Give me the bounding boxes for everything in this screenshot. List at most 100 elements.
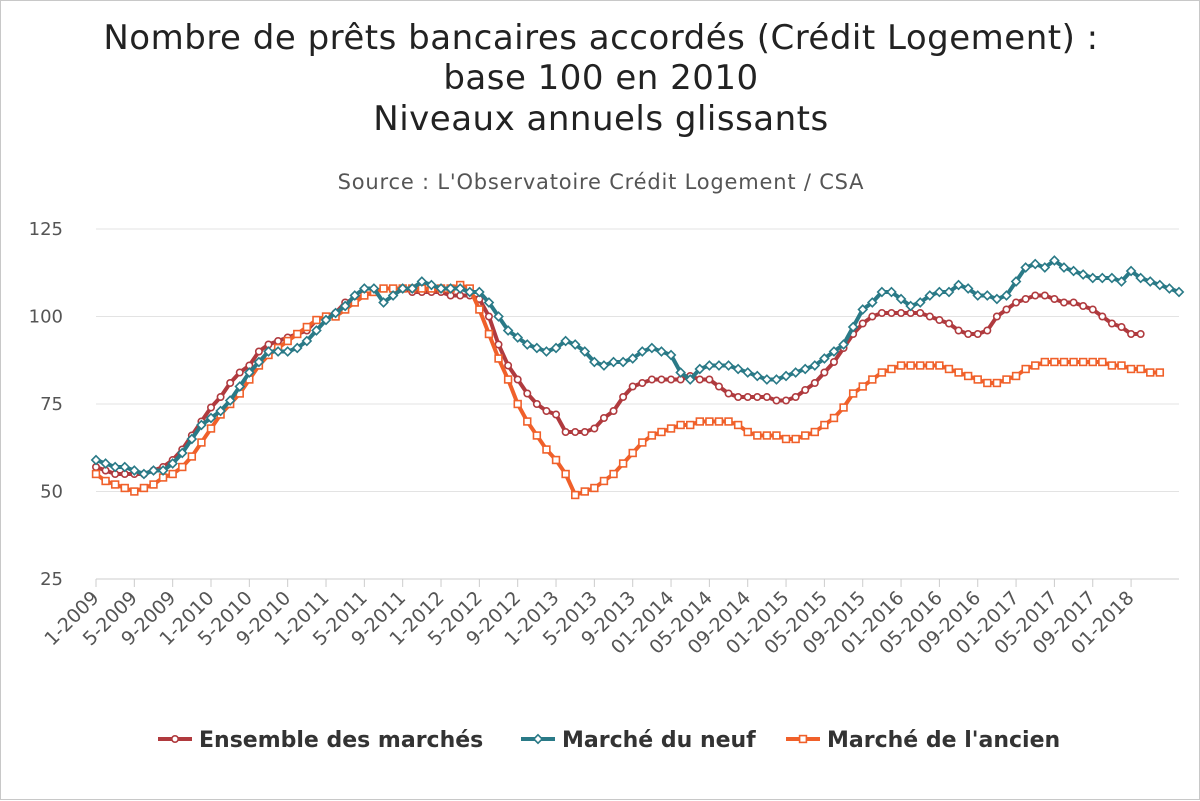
data-point-ancien	[293, 329, 302, 339]
data-point-neuf	[320, 314, 332, 326]
data-point-neuf	[1058, 262, 1070, 273]
data-point-ensemble	[1136, 329, 1145, 338]
data-point-ensemble	[599, 413, 608, 422]
data-point-ensemble	[513, 375, 522, 384]
data-point-neuf	[1029, 258, 1041, 270]
data-point-ancien	[724, 417, 733, 426]
data-point-ensemble	[762, 392, 771, 401]
data-point-ensemble	[1050, 294, 1059, 303]
data-point-ensemble	[829, 357, 838, 366]
data-point-ancien	[1136, 364, 1145, 374]
data-point-ancien	[1040, 357, 1050, 367]
data-point-neuf	[1049, 255, 1060, 266]
data-point-ensemble	[810, 378, 819, 387]
data-point-ancien	[877, 368, 887, 377]
data-point-neuf	[972, 290, 984, 301]
data-point-ancien	[1031, 361, 1040, 370]
data-point-ancien	[609, 469, 618, 479]
data-point-ancien	[820, 420, 829, 430]
data-point-ensemble	[484, 312, 493, 321]
data-point-ensemble	[791, 392, 800, 401]
legend-marker-neuf	[532, 733, 544, 745]
data-point-ancien	[868, 375, 877, 384]
data-point-neuf	[866, 297, 878, 308]
x-axis: 1-20095-20099-20091-20105-20109-20101-20…	[40, 578, 1179, 659]
data-point-neuf	[838, 339, 849, 350]
data-point-neuf	[349, 290, 361, 301]
data-point-neuf	[1125, 265, 1137, 277]
data-point-neuf	[723, 360, 734, 371]
data-point-ancien	[1021, 364, 1030, 374]
legend-item-neuf[interactable]: Marché du neuf	[521, 728, 756, 753]
data-point-ensemble	[274, 336, 283, 345]
chart-subtitle: Source : L'Observatoire Crédit Logement …	[338, 170, 865, 194]
data-point-neuf	[732, 363, 744, 375]
data-point-neuf	[234, 381, 246, 392]
data-point-ancien	[666, 424, 676, 433]
data-point-neuf	[157, 465, 169, 476]
data-point-neuf	[464, 286, 476, 298]
data-point-ensemble	[1117, 322, 1126, 331]
data-point-neuf	[244, 367, 255, 378]
data-point-ancien	[906, 361, 915, 370]
data-point-ancien	[791, 434, 800, 444]
data-point-ensemble	[561, 427, 570, 436]
data-point-ensemble	[207, 403, 216, 412]
legend-item-ancien[interactable]: Marché de l'ancien	[786, 728, 1060, 753]
data-point-neuf	[167, 458, 179, 469]
data-point-ancien	[130, 487, 139, 496]
data-point-neuf	[809, 360, 821, 371]
data-point-ancien	[551, 455, 561, 465]
data-point-neuf	[368, 283, 380, 294]
data-point-neuf	[454, 283, 466, 294]
data-point-neuf	[742, 367, 754, 378]
data-point-neuf	[148, 465, 159, 476]
data-point-neuf	[263, 346, 274, 357]
data-point-ensemble	[916, 308, 925, 317]
data-point-neuf	[224, 395, 236, 406]
data-point-neuf	[1039, 262, 1051, 273]
data-point-neuf	[100, 458, 111, 469]
data-point-ancien	[580, 487, 589, 496]
data-point-ancien	[120, 483, 129, 493]
data-point-ensemble	[858, 319, 867, 328]
data-point-neuf	[426, 279, 437, 291]
data-point-neuf	[895, 293, 907, 305]
data-point-ensemble	[705, 375, 714, 384]
data-point-ancien	[561, 469, 570, 479]
data-point-ensemble	[935, 315, 944, 324]
data-point-ensemble	[1088, 305, 1097, 314]
data-point-ensemble	[226, 378, 235, 387]
data-point-ancien	[1011, 371, 1021, 381]
data-point-ancien	[705, 417, 714, 426]
data-point-ancien	[772, 431, 781, 440]
data-point-neuf	[636, 346, 648, 357]
data-point-ensemble	[964, 329, 973, 338]
data-point-neuf	[129, 465, 140, 476]
data-point-neuf	[857, 304, 869, 315]
data-point-ancien	[686, 420, 695, 430]
data-point-neuf	[311, 325, 322, 336]
data-point-ancien	[733, 420, 743, 430]
data-point-ensemble	[552, 410, 561, 419]
legend-marker-ancien	[798, 734, 808, 744]
data-point-ensemble	[1040, 291, 1049, 300]
data-point-ensemble	[1012, 298, 1021, 307]
data-point-ensemble	[235, 368, 244, 377]
data-point-ensemble	[216, 392, 225, 401]
data-point-neuf	[1173, 286, 1185, 298]
data-point-neuf	[675, 367, 686, 378]
data-point-neuf	[109, 461, 121, 473]
data-point-ensemble	[714, 382, 723, 391]
data-point-ensemble	[638, 378, 647, 387]
data-point-neuf	[205, 412, 217, 424]
data-point-neuf	[387, 290, 399, 301]
y-tick-label: 25	[40, 569, 63, 590]
data-point-neuf	[272, 346, 284, 357]
data-point-neuf	[799, 363, 811, 375]
data-point-neuf	[502, 325, 514, 336]
data-point-ancien	[801, 431, 810, 440]
legend-item-ensemble[interactable]: Ensemble des marchés	[158, 728, 483, 753]
data-point-ensemble	[1079, 301, 1088, 310]
